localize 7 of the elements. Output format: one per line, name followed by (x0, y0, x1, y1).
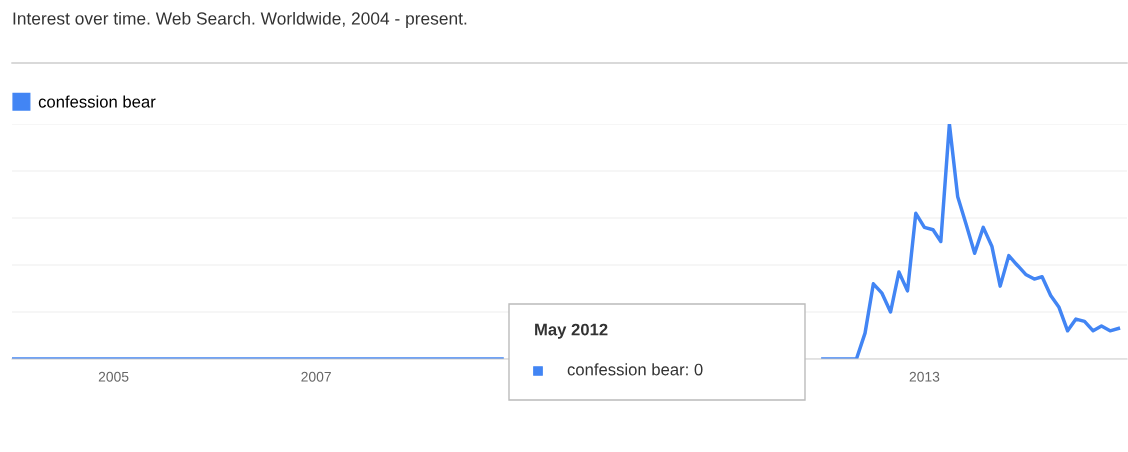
annotation: May 2012 (535, 323, 608, 339)
legend-label: confession bear (38, 95, 156, 108)
x-tick-label: 2005 (98, 371, 129, 382)
text: confession bear: 0 (567, 363, 703, 376)
chart-title: Interest over time. Web Search. Worldwide, 2004 - present. (13, 11, 467, 29)
x-tick-label: 2007 (301, 371, 331, 382)
x-tick-label: 2013 (909, 371, 940, 382)
